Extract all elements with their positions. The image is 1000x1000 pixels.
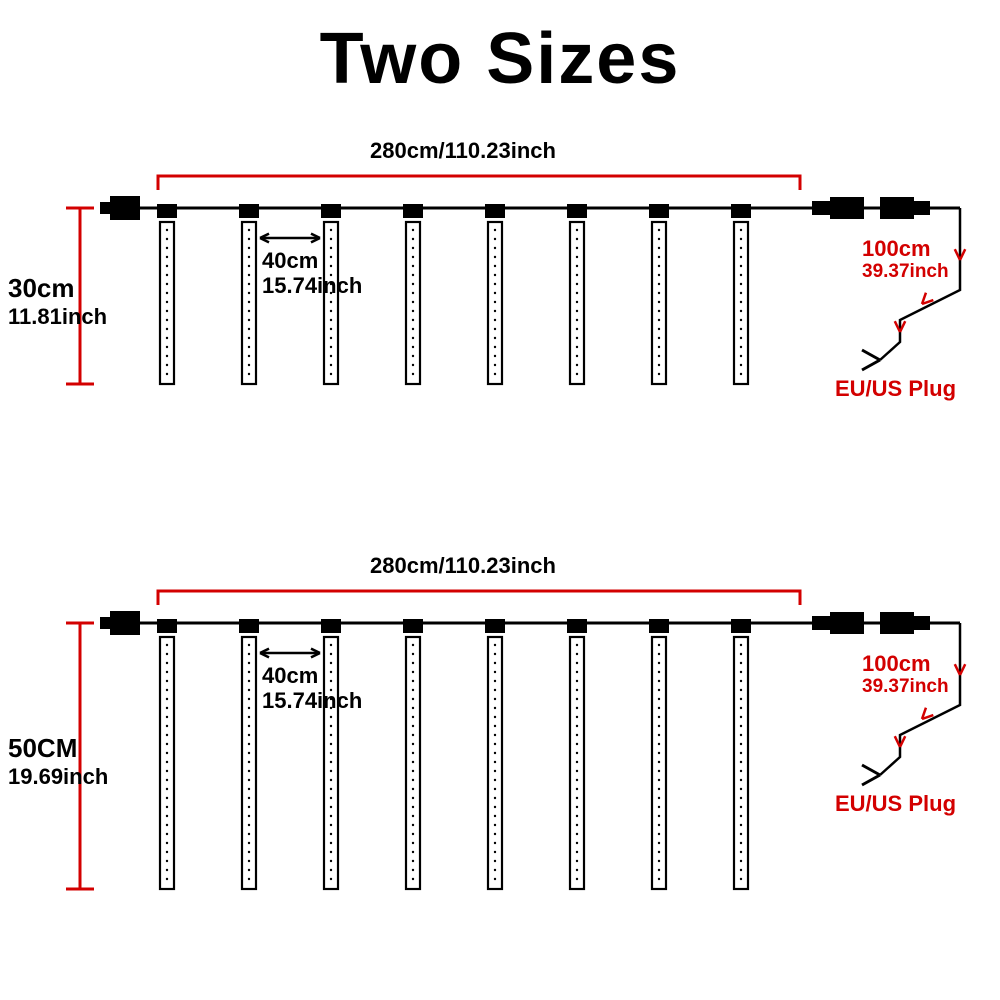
width-cm: 280cm xyxy=(370,553,439,578)
cord-in: 39.37inch xyxy=(862,676,949,698)
tube-height-cm: 50CM xyxy=(8,733,77,763)
width-in: /110.23inch xyxy=(439,138,556,163)
plug-label: EU/US Plug xyxy=(835,376,956,401)
page-title: Two Sizes xyxy=(0,18,1000,100)
tube-height-in: 11.81inch xyxy=(8,304,107,329)
width-label: 280cm/110.23inch xyxy=(370,138,556,163)
spacing-cm: 40cm xyxy=(262,248,318,273)
tube-height-label: 30cm11.81inch xyxy=(8,274,107,329)
spacing-in: 15.74inch xyxy=(262,688,362,713)
spacing-cm: 40cm xyxy=(262,663,318,688)
width-in: /110.23inch xyxy=(439,553,556,578)
plug-label: EU/US Plug xyxy=(835,791,956,816)
cord-length-label: 100cm39.37inch xyxy=(862,651,949,698)
diagram-size-50: 280cm/110.23inch 40cm15.74inch 50CM19.69in… xyxy=(0,545,1000,975)
cord-length-label: 100cm39.37inch xyxy=(862,236,949,283)
tube-height-in: 19.69inch xyxy=(8,764,108,789)
cord-cm: 100cm xyxy=(862,651,931,676)
cord-cm: 100cm xyxy=(862,236,931,261)
cord-in: 39.37inch xyxy=(862,261,949,283)
width-label: 280cm/110.23inch xyxy=(370,553,556,578)
tube-height-label: 50CM19.69inch xyxy=(8,734,108,789)
spacing-label: 40cm15.74inch xyxy=(262,248,362,299)
tube-height-cm: 30cm xyxy=(8,273,75,303)
spacing-label: 40cm15.74inch xyxy=(262,663,362,714)
width-cm: 280cm xyxy=(370,138,439,163)
diagram-size-30: 280cm/110.23inch 40cm15.74inch 30cm11.81in… xyxy=(0,130,1000,480)
plug-text: EU/US Plug xyxy=(835,376,956,401)
spacing-in: 15.74inch xyxy=(262,273,362,298)
plug-text: EU/US Plug xyxy=(835,791,956,816)
